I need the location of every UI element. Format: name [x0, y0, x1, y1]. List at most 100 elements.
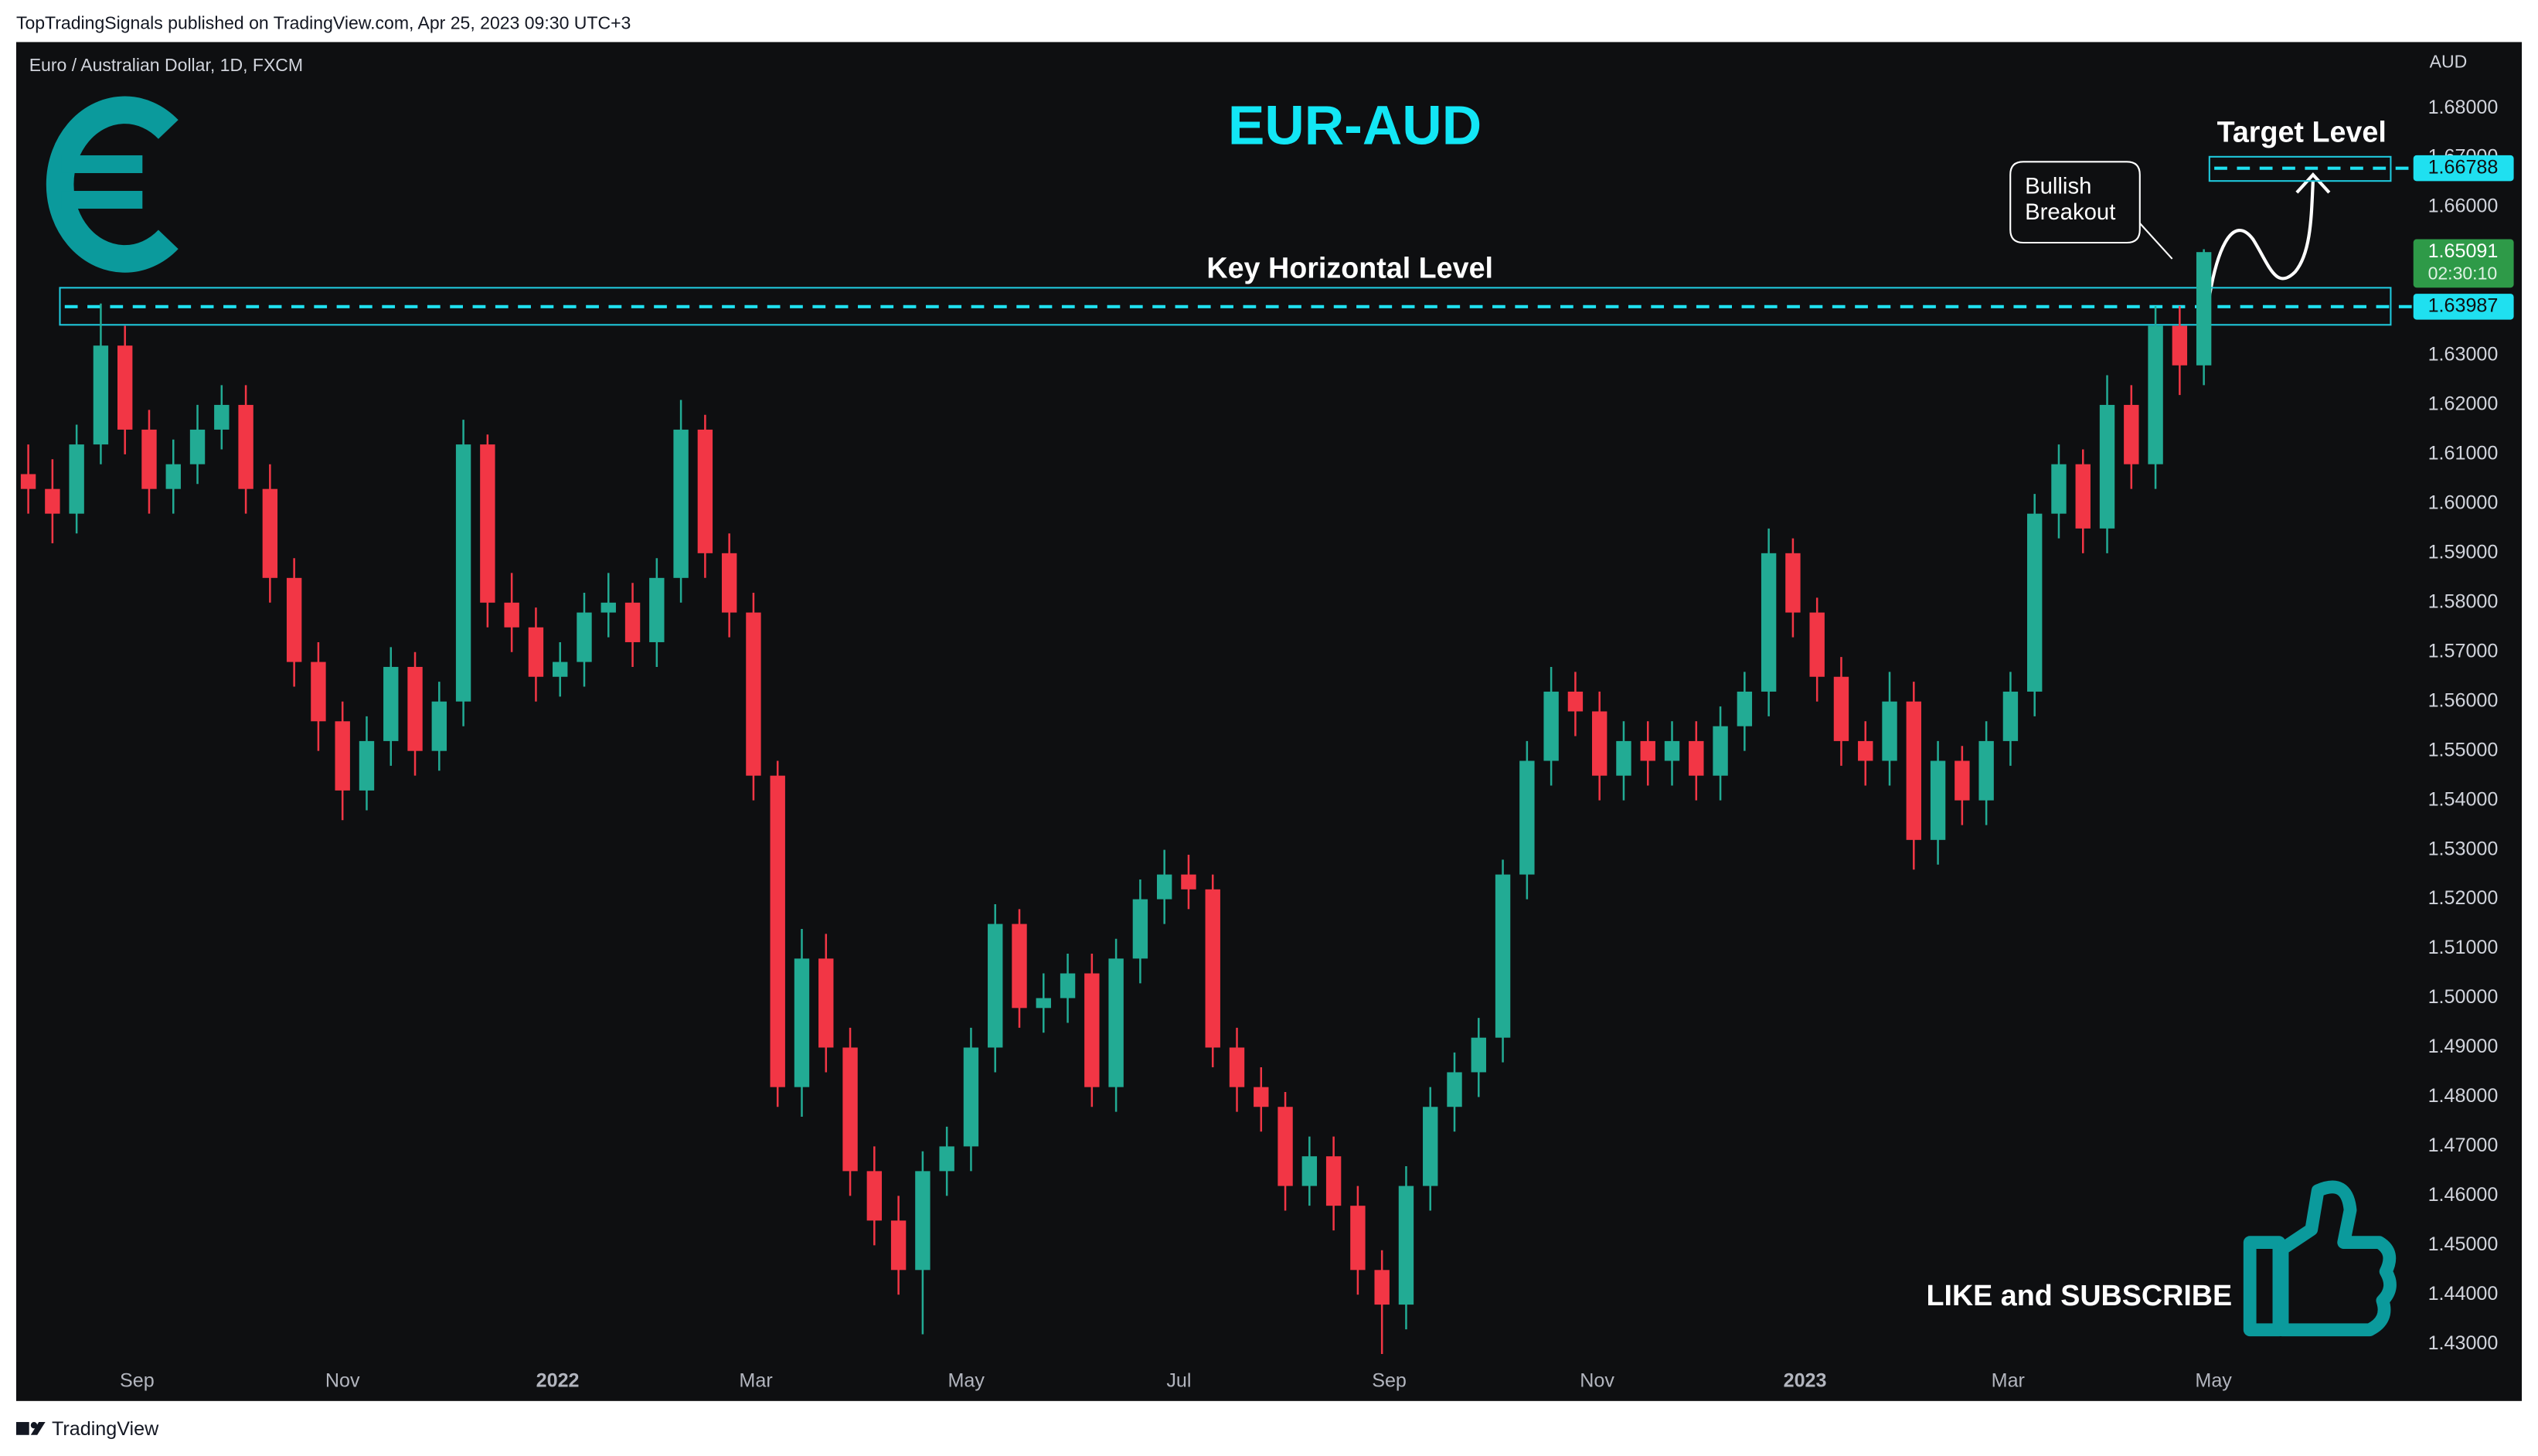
- target-price-label: 1.66788: [2428, 156, 2499, 178]
- candle-body: [1350, 1206, 1366, 1271]
- candle-body: [1278, 1107, 1293, 1186]
- candle-body: [1543, 691, 1559, 761]
- candle-body: [311, 662, 326, 722]
- y-tick-label: 1.62000: [2428, 393, 2499, 415]
- candle-body: [2075, 464, 2091, 529]
- candle-body: [1132, 899, 1148, 959]
- candle-body: [1930, 760, 1946, 840]
- thumb-icon: [2243, 1180, 2397, 1337]
- candle-body: [794, 958, 810, 1087]
- y-tick-label: 1.53000: [2428, 838, 2499, 859]
- x-tick-label: Jul: [1166, 1369, 1191, 1391]
- y-tick-label: 1.54000: [2428, 788, 2499, 810]
- candle-body: [2026, 513, 2043, 692]
- candle-body: [407, 666, 423, 751]
- x-tick-label: Mar: [739, 1369, 772, 1391]
- candle-body: [2051, 464, 2067, 514]
- candle-body: [915, 1171, 930, 1271]
- candle-body: [238, 404, 253, 489]
- candle-body: [866, 1171, 883, 1221]
- candle-body: [1084, 973, 1100, 1087]
- y-tick-label: 1.45000: [2428, 1233, 2499, 1255]
- candle-body: [1012, 924, 1027, 1009]
- candle-body: [1495, 874, 1511, 1038]
- candle-body: [1567, 691, 1584, 712]
- candle-body: [262, 488, 278, 578]
- y-tick-label: 1.51000: [2428, 937, 2499, 958]
- candle-body: [189, 429, 206, 464]
- candle-body: [431, 701, 447, 751]
- logo-part: [30, 1422, 38, 1429]
- candle-body: [335, 721, 350, 791]
- target-price-label-box: [2413, 155, 2514, 182]
- candle-body: [649, 577, 665, 642]
- candle-body: [1156, 874, 1172, 900]
- euro-arc: [46, 96, 179, 273]
- candle-body: [963, 1047, 979, 1147]
- y-tick-label: 1.46000: [2428, 1184, 2499, 1206]
- candle-body: [117, 345, 133, 430]
- candle-body: [1423, 1107, 1438, 1186]
- footer: TradingView: [15, 1418, 159, 1440]
- candle-body: [2196, 252, 2212, 366]
- candle-body: [1519, 760, 1535, 875]
- key-price-label-box: [2413, 294, 2514, 320]
- x-tick-label: 2023: [1784, 1369, 1827, 1391]
- y-tick-label: 1.47000: [2428, 1135, 2499, 1156]
- candle-body: [577, 612, 592, 662]
- x-tick-label: May: [947, 1369, 985, 1391]
- candle-body: [1640, 740, 1655, 761]
- callout-pointer: [2139, 223, 2173, 260]
- key-level-label: Key Horizontal Level: [1206, 251, 1493, 284]
- y-tick-label: 1.52000: [2428, 887, 2499, 909]
- candle-body: [818, 958, 834, 1048]
- logo-part: [15, 1422, 29, 1435]
- y-tick-label: 1.66000: [2428, 196, 2499, 217]
- candle-body: [1060, 973, 1076, 998]
- candle-body: [1809, 612, 1825, 677]
- thumb-hand: [2275, 1180, 2397, 1337]
- chart-title: EUR-AUD: [1228, 95, 1482, 156]
- y-unit: AUD: [2430, 52, 2468, 72]
- candle-body: [1325, 1156, 1342, 1206]
- y-tick-label: 1.59000: [2428, 541, 2499, 563]
- x-tick-label: 2022: [536, 1369, 580, 1391]
- candle-body: [1737, 691, 1753, 726]
- callout-line: Breakout: [2025, 199, 2115, 225]
- candle-body: [45, 488, 60, 514]
- candle-body: [988, 924, 1003, 1048]
- y-tick-label: 1.50000: [2428, 986, 2499, 1008]
- candle-body: [1978, 740, 1994, 801]
- candle-body: [69, 444, 84, 514]
- candle-body: [1229, 1047, 1245, 1087]
- candle-body: [624, 602, 641, 642]
- candle-body: [1254, 1087, 1269, 1107]
- candle-body: [1108, 958, 1124, 1087]
- candle-body: [20, 474, 36, 489]
- callout-line: Bullish: [2025, 174, 2091, 199]
- candle-body: [1955, 760, 1970, 801]
- candle-body: [697, 429, 713, 553]
- last-price-box: [2413, 239, 2514, 288]
- candle-body: [455, 444, 471, 702]
- candle-body: [1471, 1037, 1486, 1073]
- countdown: 02:30:10: [2428, 264, 2498, 284]
- logo-part: [30, 1422, 46, 1435]
- candle-body: [286, 577, 302, 662]
- candle-body: [721, 553, 737, 613]
- y-tick-label: 1.44000: [2428, 1283, 2499, 1305]
- y-tick-label: 1.58000: [2428, 590, 2499, 612]
- y-tick-label: 1.56000: [2428, 689, 2499, 711]
- y-tick-label: 1.68000: [2428, 97, 2499, 118]
- arrow-path: [2203, 181, 2315, 332]
- forecast-arrow: [2203, 172, 2331, 332]
- candle-body: [746, 612, 761, 776]
- candle-body: [1301, 1156, 1318, 1186]
- plot: [20, 155, 2414, 1355]
- candle-body: [165, 464, 181, 489]
- candle-body: [600, 602, 616, 613]
- candle-body: [1205, 889, 1220, 1048]
- candle-body: [1882, 701, 1897, 761]
- candle-body: [141, 429, 157, 489]
